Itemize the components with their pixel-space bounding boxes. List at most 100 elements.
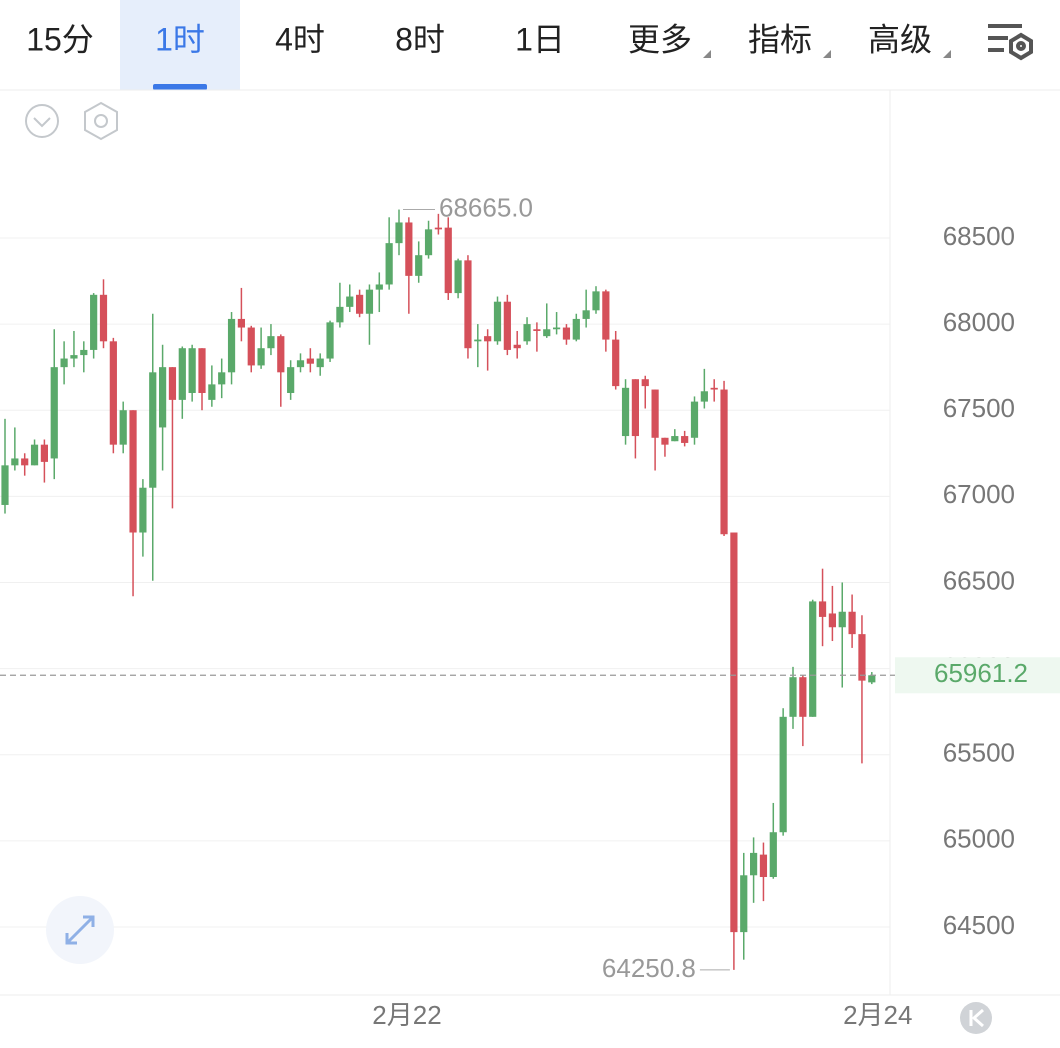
y-tick-label: 64500 xyxy=(943,910,1015,940)
y-tick-label: 65500 xyxy=(943,738,1015,768)
candle-body xyxy=(553,327,561,330)
collapse-icon[interactable] xyxy=(25,104,59,138)
candle-body xyxy=(769,832,777,878)
candle-body xyxy=(523,324,531,342)
dropdown-caret xyxy=(823,50,831,58)
tab[interactable]: 15分 xyxy=(26,21,94,57)
candle-body xyxy=(218,372,226,385)
candle-body xyxy=(681,436,689,443)
candle-body xyxy=(828,613,836,628)
candle-body xyxy=(277,336,285,373)
candle-body xyxy=(60,358,68,368)
tab[interactable]: 4时 xyxy=(275,21,325,57)
dropdown-caret xyxy=(703,50,711,58)
candle-body xyxy=(661,437,669,445)
candle-body xyxy=(50,367,58,459)
candle-body xyxy=(720,389,728,535)
candle-body xyxy=(119,410,127,445)
candle-body xyxy=(336,306,344,323)
candle-body xyxy=(346,296,354,307)
settings-hex-icon-dot xyxy=(94,114,108,128)
y-tick-label: 67000 xyxy=(943,479,1015,509)
y-tick-label: 68000 xyxy=(943,307,1015,337)
candle-body xyxy=(385,243,393,285)
candle-body xyxy=(149,372,157,488)
candle-body xyxy=(365,289,374,314)
candle-body xyxy=(99,294,108,342)
candle-body xyxy=(30,444,39,466)
candle-body xyxy=(198,348,206,393)
candle-body xyxy=(809,601,817,717)
candle-body xyxy=(316,358,324,368)
candle-body xyxy=(139,487,147,533)
scroll-to-latest-button[interactable] xyxy=(960,1002,992,1034)
y-tick-label: 68500 xyxy=(943,221,1015,251)
candle-body xyxy=(444,227,452,294)
candle-body xyxy=(484,336,492,342)
candle-body xyxy=(779,716,787,833)
candle-body xyxy=(858,634,866,681)
settings-icon[interactable] xyxy=(988,24,1033,61)
current-price-badge xyxy=(895,657,1060,694)
candle-body xyxy=(651,389,659,438)
candle-body xyxy=(572,318,580,340)
tab[interactable]: 高级 xyxy=(868,21,932,57)
candle-body xyxy=(700,391,708,402)
low-label: 64250.8 xyxy=(602,953,696,983)
candle-body xyxy=(592,291,600,311)
tab[interactable]: 指标 xyxy=(748,21,812,57)
dropdown-caret xyxy=(943,50,951,58)
candle-body xyxy=(730,532,738,933)
selected-tab-bg xyxy=(120,0,240,90)
candle-body xyxy=(188,348,196,393)
candle-body xyxy=(631,379,639,437)
candle-body xyxy=(1,465,9,505)
candle-body xyxy=(671,436,679,442)
tab[interactable]: 1日 xyxy=(515,21,565,57)
candle-body xyxy=(208,384,216,400)
x-tick-label: 2月22 xyxy=(372,1000,441,1030)
candle-body xyxy=(237,318,245,328)
candle-body xyxy=(21,458,29,466)
candle-body xyxy=(415,255,423,276)
selected-tab-indicator xyxy=(153,84,207,90)
candle-body xyxy=(375,284,383,290)
candle-body xyxy=(247,327,255,366)
y-tick-label: 65000 xyxy=(943,824,1015,854)
fullscreen-button[interactable] xyxy=(46,896,114,964)
candle-body xyxy=(690,401,699,438)
candle-body xyxy=(168,367,177,400)
candle-body xyxy=(602,291,610,340)
candle-body xyxy=(503,301,511,350)
high-label: 68665.0 xyxy=(439,192,533,222)
plot: 6450065000655006600066500670006750068000… xyxy=(0,192,1060,1030)
settings-hex-icon[interactable] xyxy=(84,101,118,141)
tab[interactable]: 8时 xyxy=(395,21,445,57)
candle-body xyxy=(129,410,137,533)
x-tick-label: 2月24 xyxy=(843,1000,912,1030)
candle-body xyxy=(434,227,442,230)
candle-body xyxy=(267,336,275,349)
candle-body xyxy=(227,318,236,373)
candle-body xyxy=(493,301,502,342)
candle-body xyxy=(395,222,403,244)
tab[interactable]: 更多 xyxy=(628,21,692,57)
candle-body xyxy=(80,349,88,356)
candle-body xyxy=(562,327,571,340)
tab[interactable]: 1时 xyxy=(155,21,205,57)
candle-body xyxy=(464,260,472,349)
candle-body xyxy=(740,875,748,933)
candle-body xyxy=(789,677,797,717)
candle-body xyxy=(621,387,630,437)
candle-body xyxy=(424,229,433,256)
candle-body xyxy=(159,367,167,428)
candle-body xyxy=(474,339,482,342)
candle-body xyxy=(533,329,541,331)
y-tick-label: 66500 xyxy=(943,565,1015,595)
candle-body xyxy=(257,348,265,366)
candle-body xyxy=(109,341,117,445)
candle-body xyxy=(641,379,649,387)
candle-body xyxy=(848,611,856,635)
